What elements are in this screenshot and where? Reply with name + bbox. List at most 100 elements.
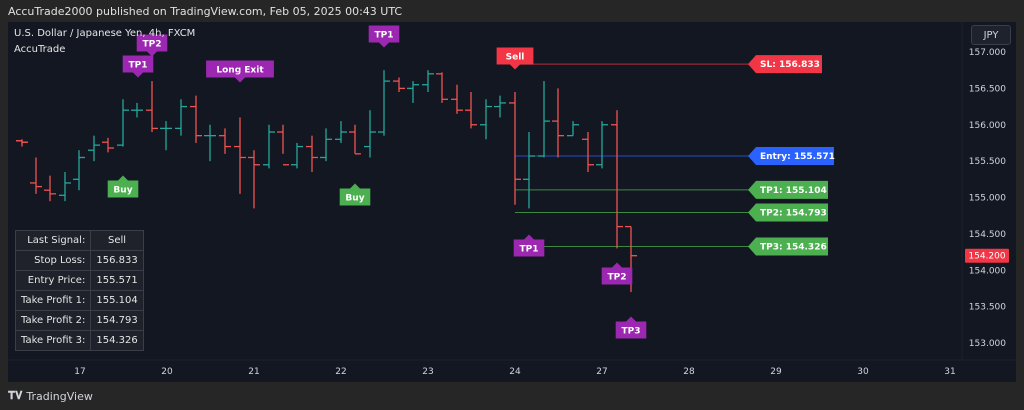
ohlc-bar [73,150,85,191]
publish-header: AccuTrade2000 published on TradingView.c… [8,5,403,18]
ohlc-bar [44,175,56,202]
svg-text:TP2: TP2 [608,273,627,283]
tradingview-footer: 𝐓𝐕 TradingView [8,389,93,403]
svg-text:TP1: 155.104: TP1: 155.104 [760,186,827,196]
ohlc-bar [88,135,100,162]
x-axis-tick: 28 [683,367,695,377]
x-axis-tick: 29 [770,367,782,377]
ohlc-bar [349,124,361,155]
signal-buy[interactable]: Buy [339,183,371,206]
x-axis-tick: 24 [509,367,521,377]
ohlc-bar [422,70,434,93]
signal-tp2[interactable]: TP2 [601,262,633,285]
current-price-badge: 154.200 [965,248,1009,263]
info-label: Stop Loss: [14,250,92,271]
ohlc-bar [30,157,42,194]
x-axis-tick: 27 [596,367,607,377]
ohlc-bar [263,124,275,169]
info-value: 155.104 [90,290,144,311]
ohlc-bar [131,102,143,118]
info-row: Entry Price: 155.571 [14,270,144,291]
ohlc-bar [59,172,71,202]
info-row: Take Profit 2: 154.793 [14,310,144,331]
ohlc-bar [219,128,231,154]
ohlc-bar [335,121,347,143]
symbol-title: U.S. Dollar / Japanese Yen, 4h, FXCM [14,28,196,39]
footer-brand: TradingView [26,389,93,403]
signal-sell[interactable]: Sell [496,47,534,70]
level-label-tp3: TP3: 154.326 [748,237,828,256]
signal-buy[interactable]: Buy [107,175,139,198]
y-axis-tick: 155.000 [969,194,1006,204]
signal-tp2[interactable]: TP2 [136,34,168,57]
ohlc-bar [596,121,608,169]
svg-text:Buy: Buy [113,186,132,196]
ohlc-bar [175,99,187,136]
ohlc-bar [465,92,477,129]
svg-text:TP3: TP3 [622,327,641,337]
info-label: Last Signal: [14,230,92,251]
ohlc-bar [320,128,332,162]
svg-text:Buy: Buy [345,194,364,204]
signal-long-exit[interactable]: Long Exit [206,60,274,83]
signal-tp1[interactable]: TP1 [513,234,545,257]
ohlc-bar [378,70,390,136]
ohlc-bar [582,132,594,173]
x-axis-tick: 22 [335,367,346,377]
svg-text:TP1: TP1 [129,61,148,71]
ohlc-bar [393,77,405,93]
ohlc-bar [451,84,463,114]
info-value: 154.326 [90,330,144,351]
info-label: Take Profit 1: [14,290,92,311]
svg-text:Entry: 155.571: Entry: 155.571 [760,152,835,162]
svg-text:TP2: TP2 [143,40,162,50]
currency-button[interactable]: JPY [971,25,1011,45]
svg-text:Long Exit: Long Exit [216,66,264,76]
signal-tp1[interactable]: TP1 [368,25,400,48]
info-value: 156.833 [90,250,144,271]
signal-tp3[interactable]: TP3 [615,316,647,339]
tradingview-logo-icon: 𝐓𝐕 [8,389,23,402]
ohlc-bar [117,99,129,147]
ohlc-bar [480,99,492,140]
ohlc-bar [204,124,216,162]
y-axis-tick: 154.000 [969,266,1006,276]
svg-text:TP1: TP1 [375,31,394,41]
ohlc-bar [146,81,158,133]
level-label-tp2: TP2: 154.793 [748,203,828,222]
svg-text:Sell: Sell [506,53,525,63]
info-value: Sell [90,230,144,251]
info-value: 154.793 [90,310,144,331]
y-axis-tick: 157.000 [969,48,1006,58]
svg-text:SL: 156.833: SL: 156.833 [760,60,820,70]
ohlc-bar [567,121,579,137]
ohlc-bar [102,137,114,153]
ohlc-bar [248,150,260,209]
ohlc-bar [611,110,623,249]
info-row: Stop Loss: 156.833 [14,250,144,271]
info-value: 155.571 [90,270,144,291]
chart-area[interactable] [8,22,1016,382]
info-label: Entry Price: [14,270,92,291]
y-axis-tick: 153.500 [969,303,1006,313]
info-label: Take Profit 3: [14,330,92,351]
svg-text:TP3: 154.326: TP3: 154.326 [760,243,827,253]
indicator-name[interactable]: AccuTrade [14,44,66,55]
ohlc-bar [407,81,419,103]
ohlc-bar [436,72,448,103]
x-axis-tick: 20 [161,367,173,377]
info-row: Last Signal: Sell [14,230,144,251]
svg-text:TP1: TP1 [520,245,539,255]
ohlc-bar [538,81,550,158]
ohlc-bar [190,95,202,143]
chart-legend: U.S. Dollar / Japanese Yen, 4h, FXCM Acc… [14,26,195,58]
signal-tp1[interactable]: TP1 [122,55,154,78]
x-axis-tick: 23 [422,367,433,377]
ohlc-bar [306,135,318,173]
signal-info-table: Last Signal: Sell Stop Loss: 156.833 Entry P… [14,230,144,351]
x-axis-tick: 30 [857,367,869,377]
level-label-sl: SL: 156.833 [748,55,822,74]
svg-text:TP2: 154.793: TP2: 154.793 [760,209,827,219]
ohlc-bar [160,121,172,151]
ohlc-bar [16,139,28,147]
